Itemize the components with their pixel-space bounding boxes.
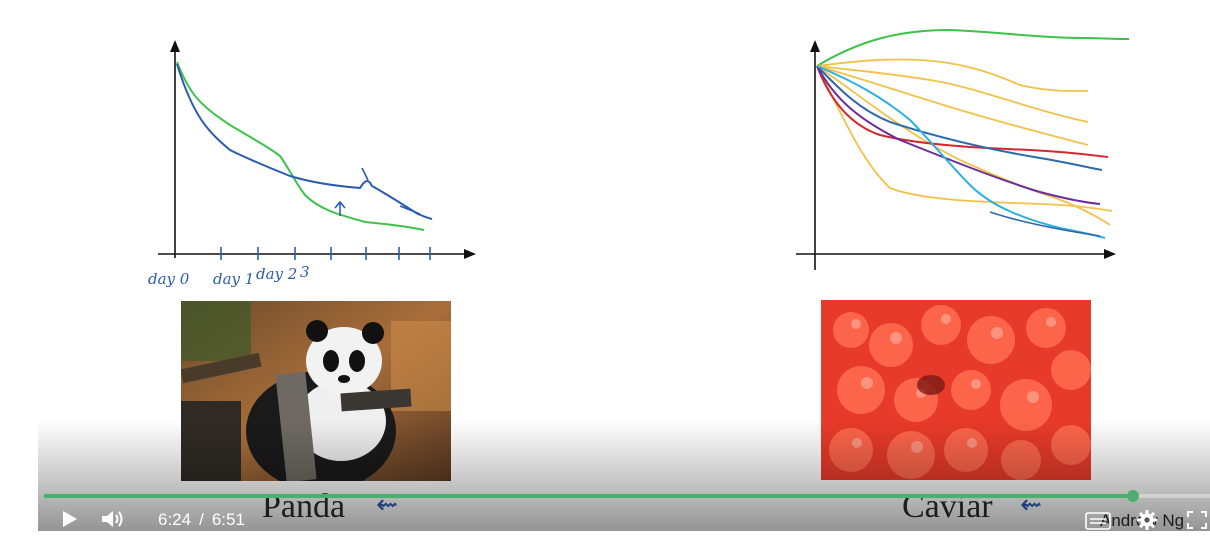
x-tick-label-day2: day 2: [256, 265, 297, 283]
volume-button[interactable]: [100, 508, 128, 530]
left-learning-curve-chart: day 0 day 1 day 2 3: [148, 40, 476, 288]
settings-icon: [1137, 510, 1157, 530]
captions-button[interactable]: [1085, 512, 1111, 530]
caviar-caption: Caviar: [902, 488, 993, 525]
duration: 6:51: [211, 510, 245, 529]
right-green-curve: [816, 28, 1130, 67]
right-teal-curve: [989, 211, 1101, 237]
current-time: 6:24: [158, 510, 192, 529]
panda-image: [181, 301, 451, 481]
left-curve-mark: [361, 167, 369, 181]
right-blue-curve: [816, 65, 1103, 171]
left-x-axis-arrowhead: [464, 249, 476, 259]
x-tick-label-day0: day 0: [148, 270, 190, 288]
play-icon: [63, 511, 77, 527]
fullscreen-icon: [1187, 511, 1207, 529]
progress-bar[interactable]: [44, 490, 1210, 502]
x-tick-label-day1: day 1: [213, 270, 254, 288]
right-red-curve: [816, 65, 1109, 158]
time-display: 6:24 / 6:51: [158, 510, 245, 530]
right-y-axis-arrowhead: [810, 40, 820, 52]
progress-scrubber-handle[interactable]: [1127, 490, 1140, 502]
play-button[interactable]: [58, 508, 80, 530]
volume-icon: [102, 511, 123, 527]
right-yellow-curves: [816, 58, 1113, 226]
settings-button[interactable]: [1136, 509, 1158, 531]
right-purple-curve: [816, 65, 1101, 205]
panda-caption: Panda: [262, 488, 346, 525]
left-green-curve: [176, 61, 425, 231]
right-x-axis-arrowhead: [1104, 249, 1116, 259]
left-up-arrow-mark: [334, 200, 346, 216]
x-tick-label-3: 3: [300, 263, 310, 281]
time-separator: /: [199, 510, 204, 529]
left-scribble-mark: [399, 205, 421, 215]
right-learning-curve-chart: [796, 28, 1130, 270]
caviar-image: [821, 300, 1091, 480]
right-cyan-curve: [816, 65, 1106, 239]
captions-icon: [1085, 512, 1111, 530]
fullscreen-button[interactable]: [1186, 510, 1208, 530]
left-y-axis-arrowhead: [170, 40, 180, 52]
left-x-ticks: [220, 247, 431, 260]
progress-bar-played: [44, 494, 1134, 498]
